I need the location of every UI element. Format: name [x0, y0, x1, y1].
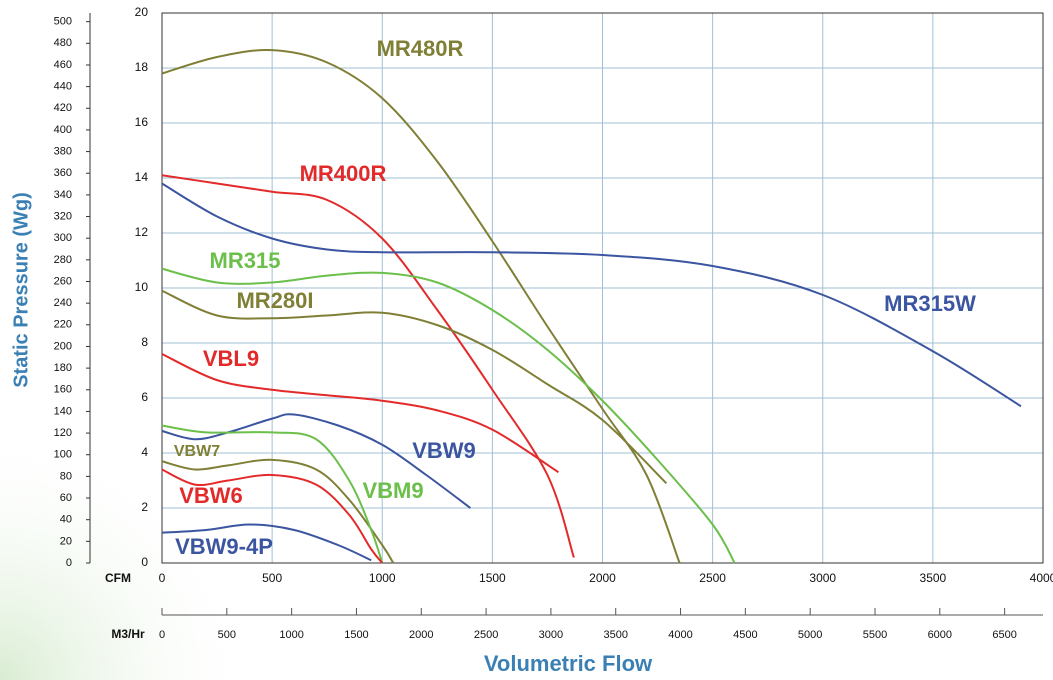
x2-unit-label: M3/Hr [111, 627, 145, 641]
fan-curve [161, 424, 384, 564]
y-tick-label: 8 [141, 335, 148, 349]
y2-tick-label: 380 [54, 145, 72, 157]
x-tick-label: 500 [262, 571, 282, 585]
y-tick-label: 10 [135, 280, 149, 294]
series-label: MR480R [377, 36, 464, 61]
fan-curve [161, 458, 395, 564]
x-tick-label: 2500 [699, 571, 726, 585]
y2-tick-label: 200 [54, 340, 72, 352]
y2-tick-label: 480 [54, 37, 72, 49]
y2-tick-label: 40 [60, 514, 72, 526]
y2-tick-label: 460 [54, 59, 72, 71]
y2-tick-label: 280 [54, 254, 72, 266]
fan-curve [161, 468, 384, 564]
x-tick-label: 2000 [589, 571, 616, 585]
y-tick-label: 14 [135, 170, 149, 184]
series-label: VBW7 [174, 443, 220, 460]
series-label: MR280I [236, 288, 313, 313]
fan-curve [161, 267, 736, 564]
x2-tick-label: 4000 [668, 629, 692, 641]
y2-tick-label: 260 [54, 275, 72, 287]
y2-tick-label: 180 [54, 362, 72, 374]
x-unit-label: CFM [105, 571, 131, 585]
series-label: VBL9 [203, 346, 259, 371]
y2-tick-label: 320 [54, 210, 72, 222]
y2-tick-label: 120 [54, 427, 72, 439]
y-tick-label: 18 [135, 60, 149, 74]
fan-curve [161, 413, 471, 509]
y2-tick-label: 0 [66, 557, 72, 569]
y2-tick-label: 400 [54, 124, 72, 136]
fan-curve [161, 48, 681, 564]
y2-tick-label: 240 [54, 297, 72, 309]
plot-border [161, 12, 1044, 564]
series-label: VBW6 [179, 483, 243, 508]
background-decoration [0, 420, 260, 680]
x2-tick-label: 3000 [539, 629, 563, 641]
x2-tick-label: 6000 [928, 629, 952, 641]
x-tick-label: 3000 [809, 571, 836, 585]
x2-tick-label: 2500 [474, 629, 498, 641]
y2-tick-label: 220 [54, 319, 72, 331]
y2-tick-label: 440 [54, 81, 72, 93]
x2-tick-label: 1000 [279, 629, 303, 641]
x2-tick-label: 5000 [798, 629, 822, 641]
y-tick-label: 20 [135, 5, 149, 19]
y2-tick-label: 80 [60, 470, 72, 482]
y-tick-label: 6 [141, 390, 148, 404]
fan-curve [161, 182, 1022, 408]
y2-tick-label: 160 [54, 384, 72, 396]
series-label: MR315 [210, 248, 281, 273]
series-label: VBW9 [412, 438, 476, 463]
y2-tick-label: 500 [54, 16, 72, 28]
fan-curve [161, 523, 372, 562]
series-label: MR315W [884, 291, 976, 316]
fan-curve [161, 289, 668, 484]
y2-tick-label: 100 [54, 449, 72, 461]
series-label: VBW9-4P [175, 534, 273, 559]
series-label: VBM9 [362, 478, 423, 503]
y-axis-label: Static Pressure (Wg) [10, 192, 32, 388]
x2-tick-label: 3500 [603, 629, 627, 641]
x2-tick-label: 500 [218, 629, 236, 641]
y2-tick-label: 300 [54, 232, 72, 244]
fan-curve [161, 353, 559, 474]
x2-tick-label: 2000 [409, 629, 433, 641]
y-tick-label: 2 [141, 500, 148, 514]
x2-tick-label: 5500 [863, 629, 887, 641]
x-tick-label: 3500 [920, 571, 947, 585]
x2-tick-label: 0 [159, 629, 165, 641]
y2-tick-label: 60 [60, 492, 72, 504]
y-tick-label: 16 [135, 115, 149, 129]
y-tick-label: 0 [141, 555, 148, 569]
x2-tick-label: 1500 [344, 629, 368, 641]
y2-tick-label: 360 [54, 167, 72, 179]
series-label: MR400R [300, 161, 387, 186]
y-tick-label: 4 [141, 445, 148, 459]
x-tick-label: 4000 [1030, 571, 1053, 585]
y2-tick-label: 20 [60, 535, 72, 547]
x2-tick-label: 4500 [733, 629, 757, 641]
y2-tick-label: 340 [54, 189, 72, 201]
x-tick-label: 1500 [479, 571, 506, 585]
x2-tick-label: 6500 [992, 629, 1016, 641]
x-axis-label: Volumetric Flow [484, 651, 653, 676]
y2-tick-label: 420 [54, 102, 72, 114]
x-tick-label: 0 [159, 571, 166, 585]
x-tick-label: 1000 [369, 571, 396, 585]
y-tick-label: 12 [135, 225, 149, 239]
y2-tick-label: 140 [54, 405, 72, 417]
